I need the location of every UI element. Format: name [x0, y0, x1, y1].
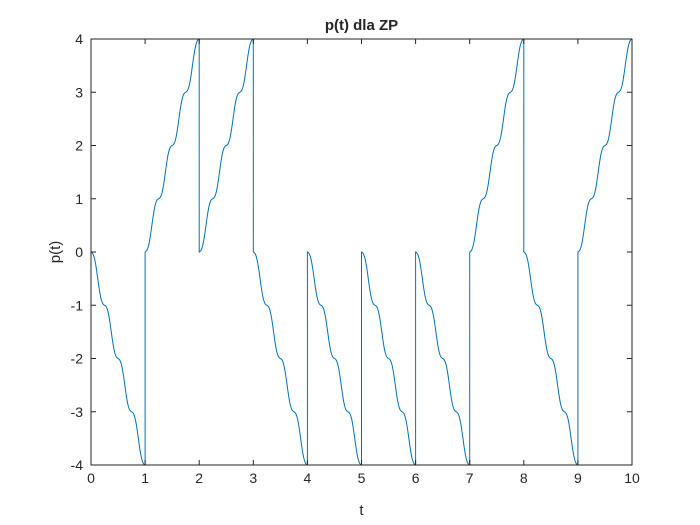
chart-title: p(t) dla ZP	[325, 17, 398, 34]
x-tick-label: 1	[141, 470, 149, 486]
x-tick-label: 7	[466, 470, 474, 486]
x-tick-label: 2	[195, 470, 203, 486]
x-tick-label: 3	[249, 470, 257, 486]
x-tick-label: 5	[358, 470, 366, 486]
y-axis-ticks: -4 -3 -2 -1 0 1 2 3 4	[71, 31, 632, 473]
x-tick-label: 8	[520, 470, 528, 486]
data-layer	[91, 39, 632, 465]
y-tick-label: 4	[75, 31, 83, 47]
x-tick-label: 9	[574, 470, 582, 486]
y-tick-label: 1	[75, 191, 83, 207]
y-tick-label: -4	[71, 457, 84, 473]
y-tick-label: 0	[75, 244, 83, 260]
y-axis-label: p(t)	[47, 241, 64, 264]
x-tick-label: 6	[412, 470, 420, 486]
y-tick-label: -3	[71, 404, 84, 420]
y-tick-label: -2	[71, 351, 84, 367]
x-axis-label: t	[359, 502, 364, 519]
x-tick-label: 10	[624, 470, 640, 486]
x-axis-ticks: 0 1 2 3 4 5 6 7 8 9 10	[87, 39, 640, 486]
y-tick-label: -1	[71, 297, 84, 313]
series-line-p-t	[91, 39, 632, 465]
y-tick-label: 3	[75, 84, 83, 100]
x-tick-label: 4	[304, 470, 312, 486]
x-tick-label: 0	[87, 470, 95, 486]
y-tick-label: 2	[75, 138, 83, 154]
